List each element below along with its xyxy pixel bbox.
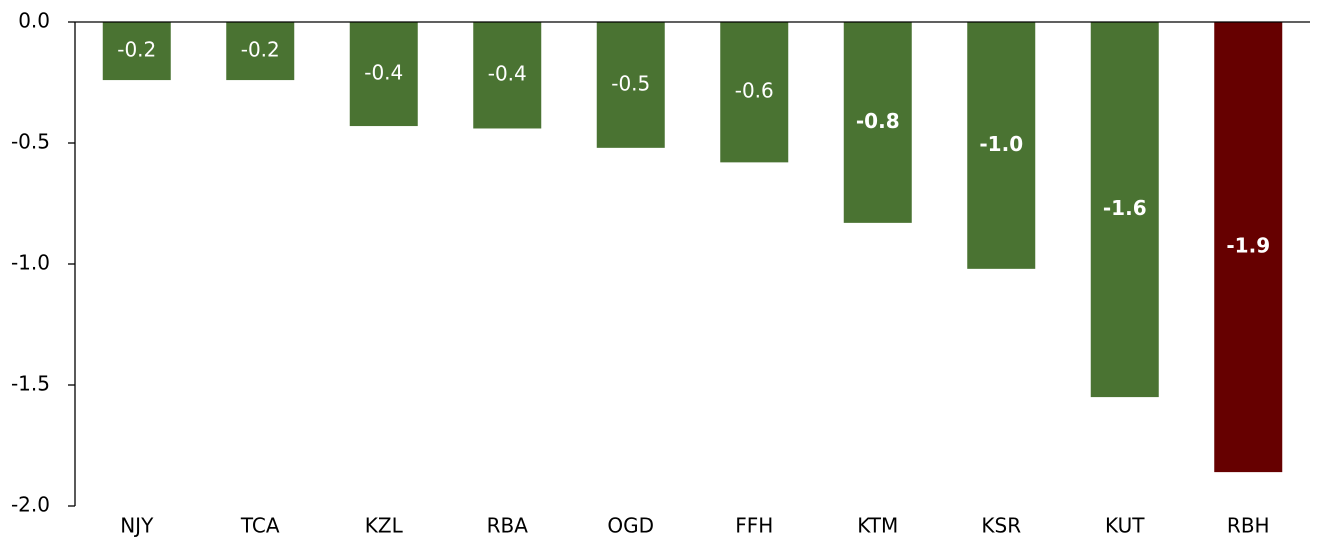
x-tick-label: FFH bbox=[735, 514, 773, 538]
data-label: -0.6 bbox=[735, 79, 774, 103]
bar bbox=[720, 22, 789, 163]
data-label: -0.4 bbox=[488, 62, 527, 86]
data-label: -1.0 bbox=[979, 132, 1023, 156]
bar bbox=[1214, 22, 1283, 473]
x-tick-label: TCA bbox=[240, 514, 280, 538]
x-tick-label: KZL bbox=[365, 514, 404, 538]
data-label: -0.2 bbox=[241, 38, 280, 62]
data-label: -1.9 bbox=[1226, 234, 1270, 258]
x-tick-label: NJY bbox=[120, 514, 154, 538]
y-tick-label: -2.0 bbox=[11, 493, 50, 517]
bar bbox=[967, 22, 1036, 269]
data-label: -0.8 bbox=[856, 109, 900, 133]
bar bbox=[102, 22, 171, 81]
y-tick-label: -1.0 bbox=[11, 251, 50, 275]
x-tick-label: KTM bbox=[857, 514, 898, 538]
y-tick-label: 0.0 bbox=[18, 9, 50, 33]
x-tick-label: OGD bbox=[607, 514, 654, 538]
bar bbox=[843, 22, 912, 223]
y-tick-label: -0.5 bbox=[11, 130, 50, 154]
x-tick-label: KSR bbox=[981, 514, 1021, 538]
data-label: -0.2 bbox=[117, 38, 156, 62]
data-label: -0.5 bbox=[611, 71, 650, 95]
x-tick-label: RBA bbox=[487, 514, 529, 538]
bar bbox=[1090, 22, 1159, 398]
bar bbox=[473, 22, 542, 129]
bar bbox=[596, 22, 665, 148]
bar bbox=[226, 22, 295, 81]
data-label: -0.4 bbox=[364, 61, 403, 85]
x-tick-label: KUT bbox=[1105, 514, 1145, 538]
y-tick-label: -1.5 bbox=[11, 372, 50, 396]
x-tick-label: RBH bbox=[1227, 514, 1270, 538]
data-label: -1.6 bbox=[1103, 196, 1147, 220]
bar bbox=[349, 22, 418, 127]
